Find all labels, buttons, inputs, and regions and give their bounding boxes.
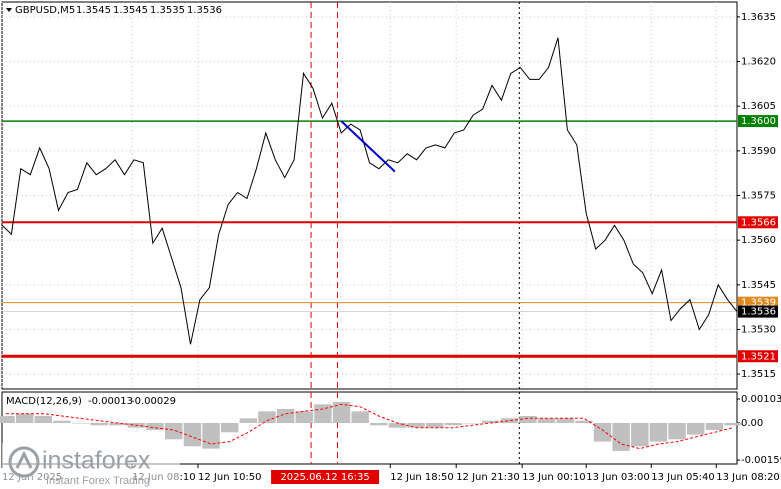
histogram-bar [537,418,556,423]
logo-ring [8,446,40,478]
signal-line [6,403,734,450]
histogram-bar [351,411,369,423]
y-tick-label: 1.3515 [741,369,776,380]
macd-frame [1,391,738,465]
y-tick-label: 0.00103 [741,394,781,405]
histogram-bar [668,422,686,440]
level-label-box [738,350,778,363]
histogram-bar [276,409,295,423]
trend-line [340,120,396,173]
histogram-bar [500,418,519,423]
histogram-bar [314,404,332,423]
y-tick-label: 1.3575 [741,191,776,202]
histogram-bar [146,422,164,430]
macd-reading: -0.00013 [88,396,133,407]
histogram-bar [556,418,574,423]
histogram-bar [388,422,407,428]
ohlc-close: 1.3536 [187,5,222,16]
x-tick-label: 12 Jun 10:50 [198,472,262,483]
histogram-bar [258,411,276,423]
y-tick-label: 0.00 [741,418,763,429]
level-label-box [738,115,778,128]
y-tick-label: 1.3605 [741,101,776,112]
histogram-bar [295,411,313,423]
histogram-bar [109,422,127,426]
y-tick-label: 1.3620 [741,57,776,68]
level-label: 1.3536 [741,307,776,318]
histogram-bar [15,413,34,423]
header-arrow [6,8,12,12]
histogram-bar [71,422,90,424]
y-tick-label: 1.3530 [741,324,776,335]
histogram-bar [0,416,15,423]
histogram-bar [593,422,612,442]
x-tick-label: 13 Jun 08:20 [716,472,780,483]
level-label: 1.3566 [741,217,776,228]
crosshair-label-box [271,470,380,484]
histogram-bar [165,422,183,440]
histogram-bar [34,416,53,423]
histogram-bar [575,420,593,423]
histogram-bar [705,422,724,430]
y-tick-label: 1.3590 [741,146,776,157]
logo-mark [15,450,33,469]
histogram-bar [407,422,425,428]
watermark: instaforex Instant Forex Trading [2,443,180,487]
histogram-bar [90,422,108,426]
histogram-bar [481,420,500,423]
level-label-box [738,305,778,318]
x-tick-label: 13 Jun 05:40 [651,472,715,483]
macd-reading: -0.00029 [131,396,176,407]
histogram-bar [53,420,71,423]
header: GBPUSD,M5 1.3545 1.3545 1.3535 1.3536 MA… [6,5,222,407]
histogram-bar [612,422,630,451]
x-tick-label: 12 Jun 18:50 [390,472,454,483]
histogram-bar [370,422,388,426]
x-tick-label: 13 Jun 03:00 [586,472,650,483]
histogram-bar [426,422,444,428]
watermark-tagline: Instant Forex Trading [46,475,150,487]
histogram-bar [220,422,239,433]
histogram-bar [463,422,481,424]
y-tick-label: 1.3635 [741,12,776,23]
histogram-bar [444,422,463,426]
price-line [1,37,738,345]
histogram-bar [519,416,537,423]
level-label-box [738,216,778,229]
ohlc-open: 1.3545 [76,5,111,16]
level-label: 1.3539 [741,298,776,309]
symbol: GBPUSD,M5 [15,5,75,16]
watermark-brand: instaforex [42,447,151,475]
level-label: 1.3521 [741,351,776,362]
histogram-bar [239,418,258,423]
histogram-bar [649,422,668,442]
y-tick-label: 1.3545 [741,280,776,291]
ohlc-high: 1.3545 [113,5,148,16]
histogram-bar [686,422,705,435]
histogram-bar [332,402,351,423]
ohlc-low: 1.3535 [150,5,185,16]
crosshair-label: 2025.06.12 16:35 [280,472,369,483]
y-tick-label: 1.3560 [741,235,776,246]
y-tick-label: -0.00159 [741,455,781,466]
level-label: 1.3600 [741,116,776,127]
histogram-bar [202,422,220,449]
macd-title: MACD(12,26,9) [6,396,82,407]
x-tick-label: 12 Jun 21:30 [456,472,520,483]
histogram-bar [183,422,202,447]
histogram-bar [724,422,742,426]
histogram-bar [631,422,649,447]
x-tick-label: 13 Jun 00:10 [522,472,586,483]
